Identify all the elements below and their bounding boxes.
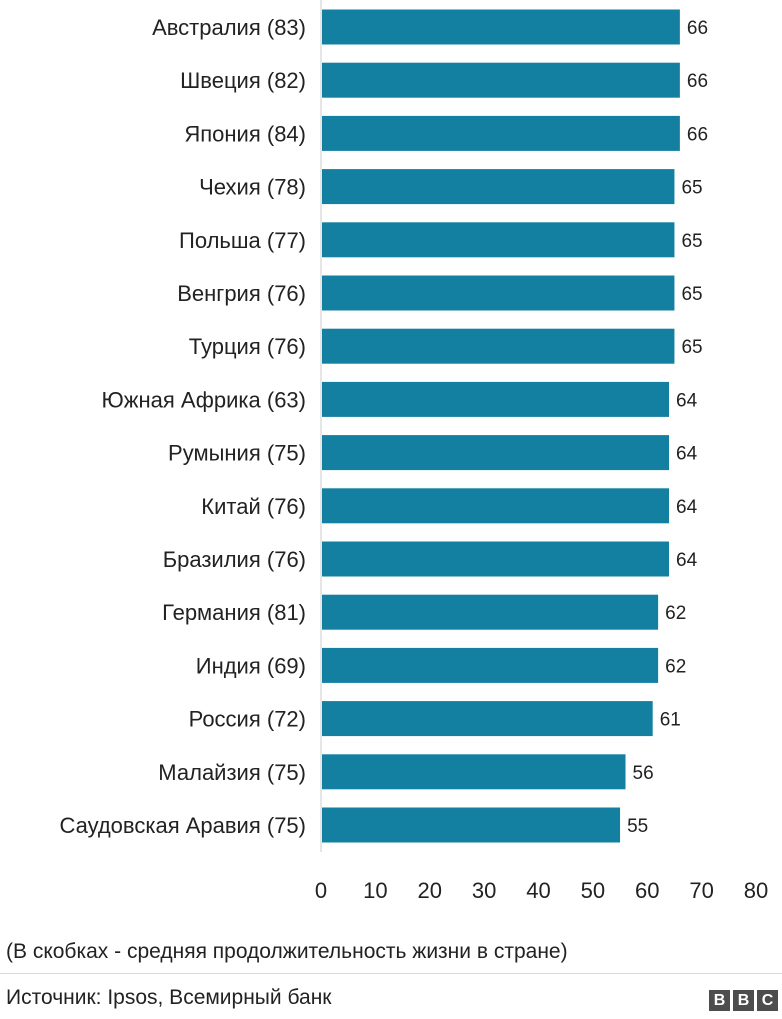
value-label: 64: [676, 497, 698, 518]
value-label: 66: [687, 124, 708, 145]
x-tick-label: 0: [315, 878, 327, 903]
x-tick-label: 70: [689, 878, 713, 903]
bar: [322, 647, 659, 683]
category-label: Малайзия (75): [158, 760, 306, 785]
chart-note: (В скобках - средняя продолжительность ж…: [6, 940, 568, 963]
bar: [322, 115, 680, 151]
bar: [322, 594, 659, 630]
value-label: 64: [676, 550, 698, 571]
value-label: 65: [681, 231, 702, 252]
value-label: 56: [633, 763, 654, 784]
footer-divider: [0, 973, 782, 974]
category-label: Бразилия (76): [163, 547, 306, 572]
x-tick-label: 20: [418, 878, 442, 903]
category-label: Чехия (78): [199, 175, 306, 200]
bar: [322, 275, 675, 311]
value-label: 62: [665, 603, 686, 624]
bar: [322, 9, 680, 45]
value-label: 64: [676, 444, 698, 465]
category-label: Россия (72): [189, 707, 306, 732]
bar: [322, 488, 669, 524]
category-label: Германия (81): [162, 600, 306, 625]
bbc-logo: B B C: [709, 990, 778, 1011]
x-tick-label: 80: [744, 878, 768, 903]
value-label: 66: [687, 71, 708, 92]
bar: [322, 807, 621, 843]
value-label: 65: [681, 284, 702, 305]
bar: [322, 169, 675, 205]
category-label: Япония (84): [184, 121, 306, 146]
category-label: Венгрия (76): [177, 281, 306, 306]
bar: [322, 541, 669, 577]
value-label: 61: [660, 710, 681, 731]
value-label: 55: [627, 816, 648, 837]
category-label: Австралия (83): [152, 15, 306, 40]
bar: [322, 222, 675, 258]
bbc-logo-letter: C: [757, 990, 778, 1011]
bar: [322, 701, 653, 737]
category-label: Швеция (82): [180, 68, 306, 93]
source-text: Источник: Ipsos, Всемирный банк: [6, 986, 332, 1009]
category-label: Китай (76): [201, 494, 306, 519]
value-label: 65: [681, 337, 702, 358]
category-label: Южная Африка (63): [102, 387, 306, 412]
category-label: Румыния (75): [168, 441, 306, 466]
bar: [322, 435, 669, 471]
bar-chart: Австралия (83) 66 Швеция (82) 66 Япония (84)…: [59, 0, 768, 903]
value-label: 62: [665, 656, 686, 677]
x-tick-label: 30: [472, 878, 496, 903]
x-tick-label: 50: [581, 878, 605, 903]
value-label: 65: [681, 178, 702, 199]
category-label: Саудовская Аравия (75): [59, 813, 306, 838]
x-tick-label: 40: [526, 878, 550, 903]
value-label: 66: [687, 18, 708, 39]
bar: [322, 381, 669, 417]
x-tick-label: 10: [363, 878, 387, 903]
value-label: 64: [676, 390, 698, 411]
bar: [322, 754, 626, 790]
category-label: Турция (76): [189, 334, 306, 359]
bar: [322, 62, 680, 98]
bbc-logo-letter: B: [733, 990, 754, 1011]
bbc-logo-letter: B: [709, 990, 730, 1011]
category-label: Польша (77): [179, 228, 306, 253]
x-tick-label: 60: [635, 878, 659, 903]
category-label: Индия (69): [196, 653, 306, 678]
bar: [322, 328, 675, 364]
